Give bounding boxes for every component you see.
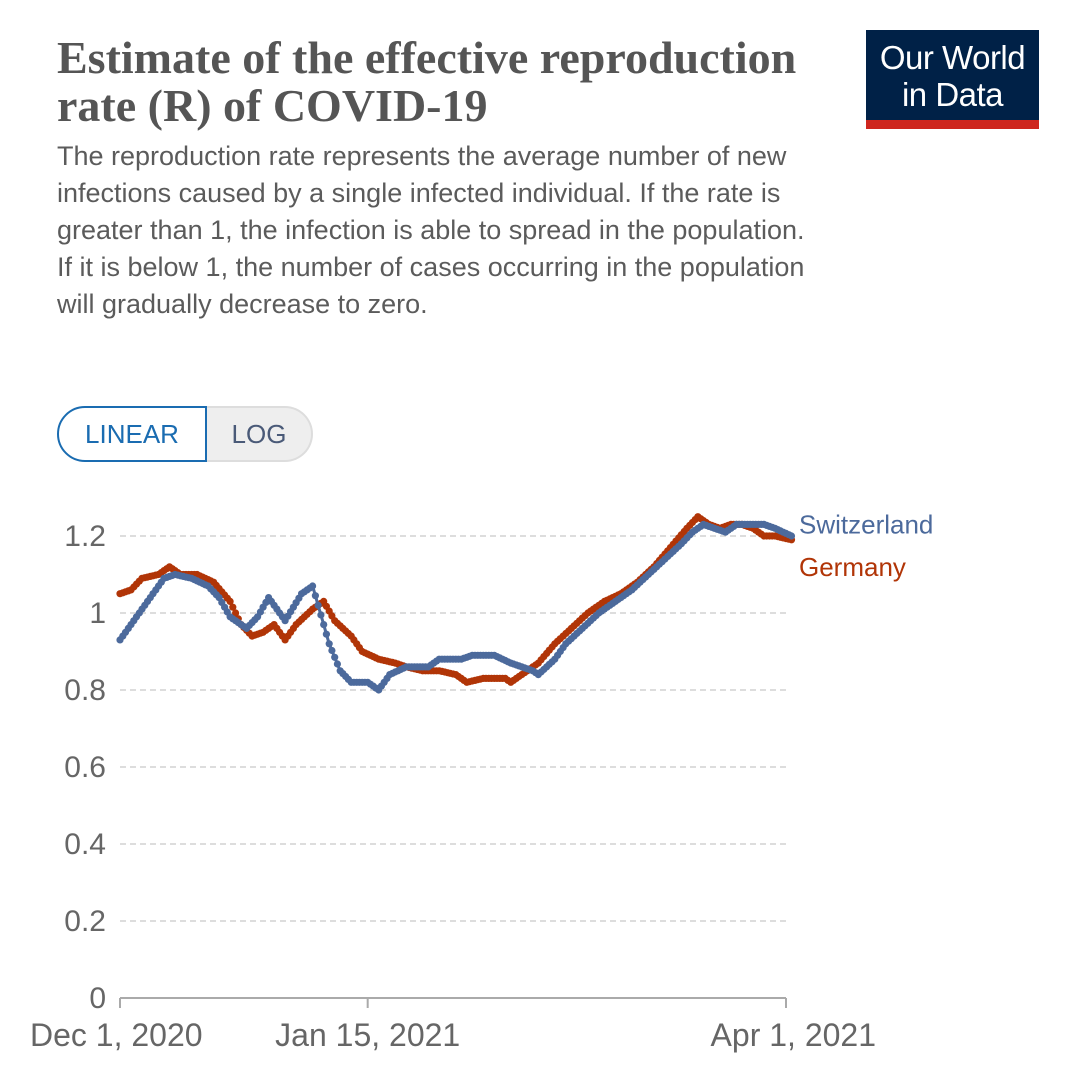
y-tick-label: 1.2 xyxy=(64,520,106,553)
data-point-switzerland xyxy=(314,601,322,609)
data-point-switzerland xyxy=(320,621,328,629)
data-point-germany xyxy=(226,597,234,605)
series-label-germany: Germany xyxy=(799,552,906,582)
logo-line-1: Our World xyxy=(879,39,1026,76)
log-scale-button[interactable]: LOG xyxy=(207,406,313,462)
y-tick-label: 0 xyxy=(89,982,106,1015)
x-tick-label: Jan 15, 2021 xyxy=(275,1017,460,1053)
data-point-switzerland xyxy=(317,611,325,619)
chart-title: Estimate of the effective reproduction r… xyxy=(57,32,797,131)
data-point-switzerland xyxy=(322,630,330,638)
y-tick-label: 0.6 xyxy=(64,751,106,784)
y-tick-label: 0.4 xyxy=(64,828,106,861)
linear-scale-button[interactable]: LINEAR xyxy=(57,406,207,462)
y-tick-label: 0.2 xyxy=(64,905,106,938)
logo-line-2: in Data xyxy=(901,76,1004,113)
line-chart: 0 0.2 0.4 0.6 0.8 1 1.2 Dec 1, 2020 Jan 15, 2021… xyxy=(30,509,933,1053)
scale-toggle: LINEAR LOG xyxy=(57,406,313,462)
data-point-switzerland xyxy=(311,592,319,600)
data-point-switzerland xyxy=(328,646,336,655)
chart-subtitle: The reproduction rate represents the ave… xyxy=(57,141,805,319)
data-point-switzerland xyxy=(325,640,333,648)
data-point-switzerland xyxy=(331,653,339,661)
x-tick-label: Dec 1, 2020 xyxy=(30,1017,203,1053)
y-tick-label: 1 xyxy=(89,597,106,630)
data-point-switzerland xyxy=(309,582,317,590)
y-tick-label: 0.8 xyxy=(64,674,106,707)
series-line-switzerland xyxy=(118,522,793,692)
data-point-switzerland xyxy=(333,660,341,668)
data-point-germany xyxy=(229,603,237,611)
data-point-germany xyxy=(232,609,240,617)
series-label-switzerland: Switzerland xyxy=(799,509,933,539)
our-world-in-data-logo[interactable]: Our World in Data xyxy=(866,30,1039,129)
data-point-switzerland xyxy=(787,532,796,540)
x-tick-label: Apr 1, 2021 xyxy=(711,1017,876,1053)
